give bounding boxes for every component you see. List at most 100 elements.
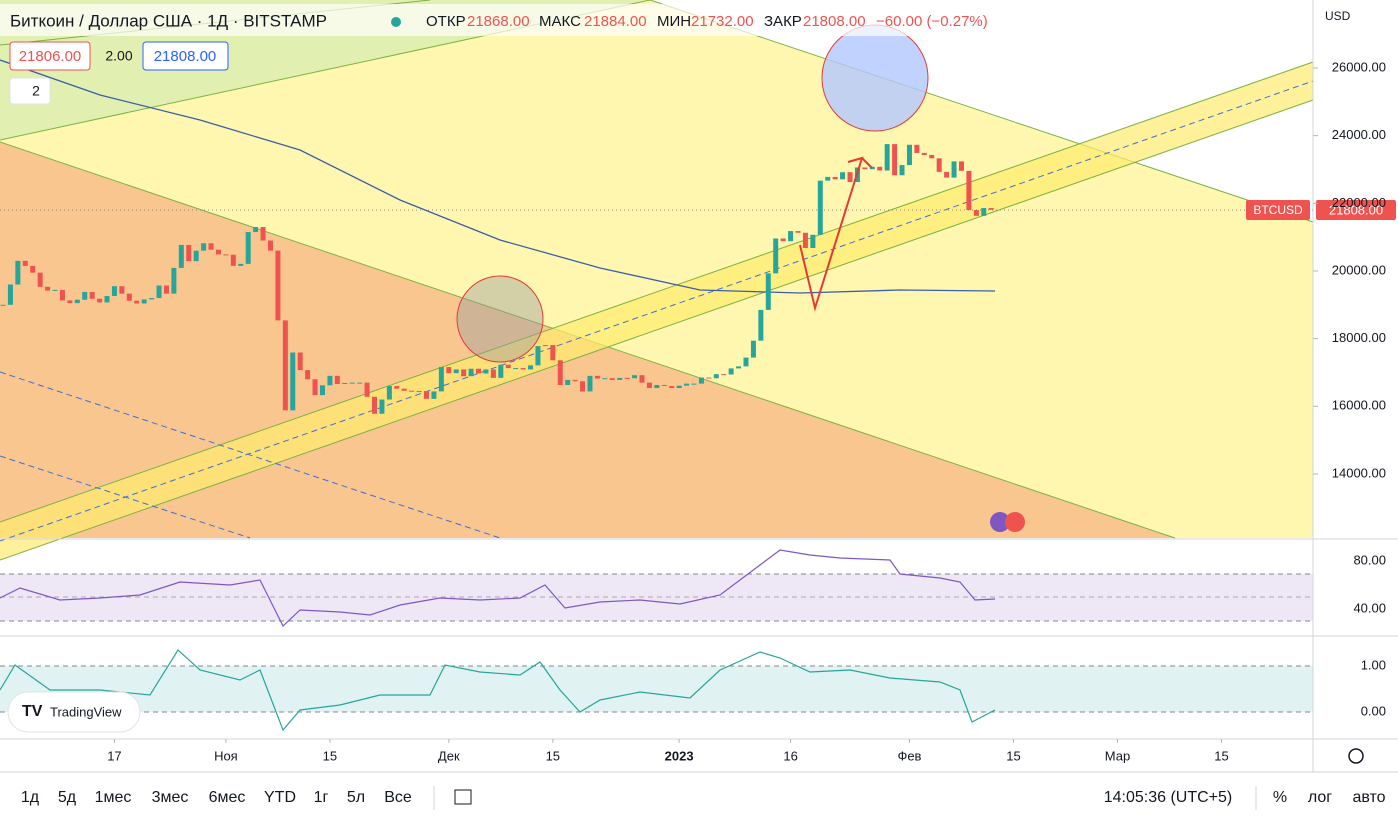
percent-toggle[interactable]: % xyxy=(1273,789,1287,806)
candle xyxy=(981,208,987,216)
candle xyxy=(736,366,742,369)
range-button[interactable]: Все xyxy=(384,789,412,806)
indicator-count: 2 xyxy=(32,83,40,99)
candle xyxy=(89,291,95,299)
candle xyxy=(327,375,333,386)
range-button[interactable]: 5л xyxy=(347,789,365,806)
candle xyxy=(498,364,504,378)
y-tick-label: 18000.00 xyxy=(1332,330,1386,345)
candle xyxy=(483,369,489,374)
candle xyxy=(253,226,259,233)
candle xyxy=(802,232,808,248)
log-toggle[interactable]: лог xyxy=(1308,789,1332,806)
circle-drawing xyxy=(456,275,544,363)
candle xyxy=(490,369,496,378)
range-button[interactable]: 3мес xyxy=(152,789,189,806)
candle xyxy=(550,345,556,361)
candle xyxy=(557,360,563,385)
logo: TradingView xyxy=(50,704,122,719)
ohlc-value: 21884.00 xyxy=(584,13,647,30)
candle xyxy=(74,299,80,304)
x-tick-label: Мар xyxy=(1105,748,1130,763)
candle xyxy=(773,238,779,274)
candle xyxy=(438,367,444,392)
date-range-icon[interactable] xyxy=(454,789,472,805)
range-button[interactable]: YTD xyxy=(264,789,296,806)
candle xyxy=(245,232,251,264)
candle xyxy=(936,158,942,172)
candle xyxy=(7,284,13,305)
range-button[interactable]: 5д xyxy=(58,789,77,806)
candle xyxy=(810,234,816,248)
candle xyxy=(15,260,21,285)
fib-zone xyxy=(0,0,1313,538)
arrow-drawing xyxy=(799,156,864,312)
candle xyxy=(149,298,155,300)
candle xyxy=(713,374,719,379)
ohlc-label: ОТКР xyxy=(426,13,466,30)
candle xyxy=(780,238,786,242)
last-price-tag xyxy=(1316,200,1396,220)
candle xyxy=(260,226,266,241)
x-tick-label: 15 xyxy=(323,748,337,763)
logo-bg[interactable] xyxy=(7,691,141,733)
auto-toggle[interactable]: авто xyxy=(1352,789,1385,806)
y-tick-label: 16000.00 xyxy=(1332,398,1386,413)
candle xyxy=(104,296,110,303)
bid-box[interactable] xyxy=(9,41,91,71)
x-tick-label: 2023 xyxy=(665,748,694,763)
candle xyxy=(788,231,794,242)
candle xyxy=(416,391,422,393)
candle xyxy=(126,293,132,301)
currency[interactable]: USD xyxy=(1325,9,1351,23)
range-button[interactable]: 6мес xyxy=(209,789,246,806)
candle xyxy=(832,176,838,180)
header-bg xyxy=(0,4,1000,36)
range-button[interactable]: 1д xyxy=(21,789,40,806)
x-tick-label: 15 xyxy=(1214,748,1228,763)
y-tick-label: 1.00 xyxy=(1361,657,1386,672)
candle xyxy=(468,368,474,377)
candle xyxy=(602,378,608,380)
candle xyxy=(290,352,296,411)
candle xyxy=(297,352,303,371)
candle xyxy=(632,375,638,379)
candle xyxy=(892,144,898,176)
ticker-tag xyxy=(1246,200,1310,220)
candle xyxy=(186,244,192,262)
x-tick-label: Фев xyxy=(897,748,921,763)
x-tick-label: Дек xyxy=(438,748,460,763)
candle xyxy=(134,300,140,304)
candle xyxy=(282,320,288,411)
candle xyxy=(386,386,392,400)
candle xyxy=(431,391,437,399)
candle xyxy=(565,379,571,385)
y-tick-label: 22000.00 xyxy=(1332,195,1386,210)
candle xyxy=(111,286,117,297)
ask-box[interactable] xyxy=(142,41,229,71)
y-tick-label: 24000.00 xyxy=(1332,127,1386,142)
candle xyxy=(230,254,236,266)
candle xyxy=(758,309,764,341)
osc-band xyxy=(0,666,1313,712)
range-button[interactable]: 1г xyxy=(314,789,329,806)
y-tick-label: 14000.00 xyxy=(1332,465,1386,480)
candle xyxy=(45,286,51,291)
candle xyxy=(201,243,207,251)
range-button[interactable]: 1мес xyxy=(95,789,132,806)
ohlc-label: МАКС xyxy=(539,13,581,30)
candle xyxy=(275,250,281,321)
settings-icon[interactable] xyxy=(1348,748,1364,764)
x-tick-label: 15 xyxy=(1006,748,1020,763)
x-tick-label: 16 xyxy=(783,748,797,763)
candle xyxy=(646,382,652,389)
candle xyxy=(877,166,883,171)
channel-mid xyxy=(0,80,1314,542)
candle xyxy=(30,265,36,273)
y-tick-label: 80.00 xyxy=(1353,552,1386,567)
arrow-head xyxy=(861,157,873,169)
candle xyxy=(453,369,459,374)
indicator-toggle[interactable] xyxy=(9,77,51,105)
channel-line xyxy=(0,99,1314,561)
